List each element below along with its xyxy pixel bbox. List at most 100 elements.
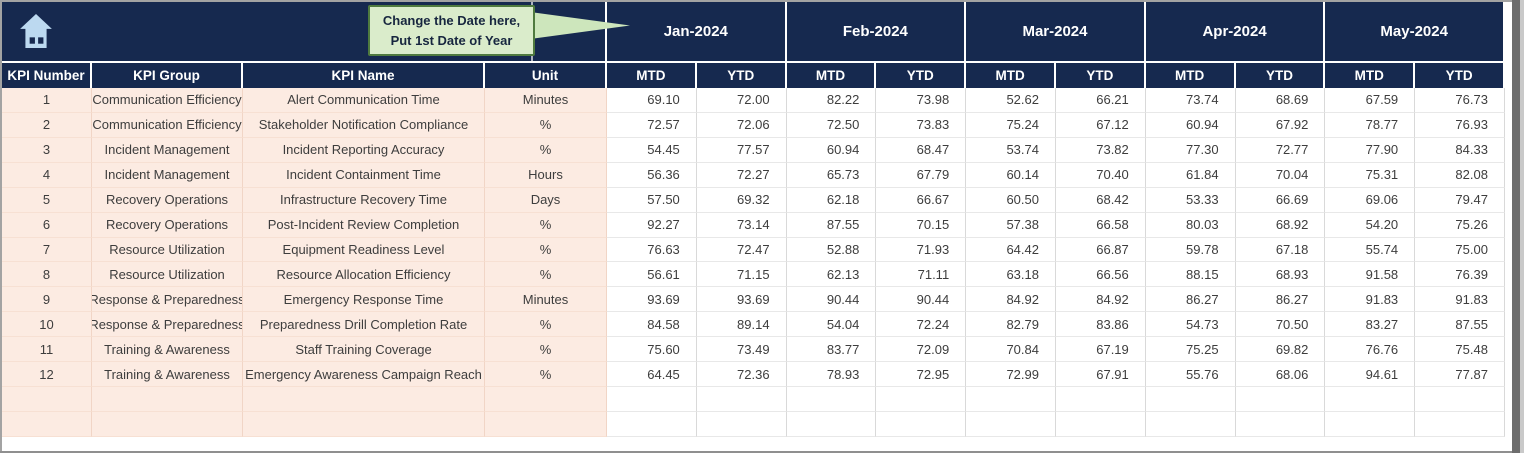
ytd-value-cell[interactable]: 91.83 (1415, 287, 1505, 313)
mtd-value-cell[interactable]: 62.13 (786, 262, 877, 288)
ytd-value-cell[interactable]: 82.08 (1415, 162, 1505, 188)
mtd-value-cell[interactable] (1325, 411, 1416, 437)
mtd-value-cell[interactable]: 63.18 (966, 262, 1056, 288)
ytd-value-cell[interactable]: 79.47 (1415, 187, 1505, 213)
ytd-value-cell[interactable]: 73.98 (876, 88, 967, 113)
ytd-value-cell[interactable]: 86.27 (1235, 287, 1326, 313)
mtd-value-cell[interactable]: 53.33 (1145, 187, 1236, 213)
mtd-value-cell[interactable]: 72.99 (966, 362, 1056, 388)
ytd-value-cell[interactable]: 73.49 (696, 337, 787, 363)
mtd-value-cell[interactable]: 80.03 (1145, 212, 1236, 238)
mtd-value-cell[interactable]: 53.74 (966, 137, 1056, 163)
ytd-value-cell[interactable]: 72.36 (696, 362, 787, 388)
mtd-value-cell[interactable]: 54.20 (1325, 212, 1416, 238)
kpi-number-cell[interactable]: 4 (2, 162, 92, 188)
mtd-value-cell[interactable]: 88.15 (1145, 262, 1236, 288)
mtd-value-cell[interactable]: 65.73 (786, 162, 877, 188)
ytd-value-cell[interactable]: 68.47 (876, 137, 967, 163)
ytd-value-cell[interactable]: 76.73 (1415, 88, 1505, 113)
mtd-value-cell[interactable]: 60.94 (786, 137, 877, 163)
ytd-value-cell[interactable]: 70.50 (1235, 312, 1326, 338)
ytd-value-cell[interactable]: 70.15 (876, 212, 967, 238)
kpi-number-cell[interactable]: 9 (2, 287, 92, 313)
mtd-value-cell[interactable]: 60.50 (966, 187, 1056, 213)
kpi-name-cell[interactable]: Emergency Response Time (243, 287, 485, 313)
ytd-value-cell[interactable]: 67.19 (1055, 337, 1146, 363)
mtd-value-cell[interactable] (607, 387, 697, 412)
kpi-number-cell[interactable]: 2 (2, 112, 92, 138)
mtd-value-cell[interactable]: 76.76 (1325, 337, 1416, 363)
kpi-group-cell[interactable]: Training & Awareness (92, 337, 243, 363)
kpi-group-cell[interactable]: Training & Awareness (92, 362, 243, 388)
mtd-value-cell[interactable]: 77.90 (1325, 137, 1416, 163)
mtd-value-cell[interactable]: 75.25 (1145, 337, 1236, 363)
kpi-name-cell[interactable] (243, 411, 485, 437)
unit-cell[interactable]: % (485, 262, 607, 288)
ytd-value-cell[interactable] (696, 411, 787, 437)
mtd-value-cell[interactable]: 75.24 (966, 112, 1056, 138)
mtd-value-cell[interactable]: 69.06 (1325, 187, 1416, 213)
mtd-value-cell[interactable]: 87.55 (786, 212, 877, 238)
kpi-number-cell[interactable] (2, 387, 92, 412)
kpi-number-cell[interactable]: 10 (2, 312, 92, 338)
home-icon[interactable] (18, 11, 54, 51)
mtd-value-cell[interactable]: 82.79 (966, 312, 1056, 338)
ytd-value-cell[interactable] (876, 387, 967, 412)
unit-cell[interactable]: % (485, 112, 607, 138)
ytd-value-cell[interactable]: 73.14 (696, 212, 787, 238)
mtd-value-cell[interactable]: 82.22 (786, 88, 877, 113)
mtd-value-cell[interactable]: 69.10 (607, 88, 697, 113)
kpi-name-cell[interactable]: Staff Training Coverage (243, 337, 485, 363)
kpi-name-cell[interactable]: Incident Containment Time (243, 162, 485, 188)
ytd-value-cell[interactable]: 68.06 (1235, 362, 1326, 388)
ytd-value-cell[interactable]: 69.82 (1235, 337, 1326, 363)
mtd-value-cell[interactable]: 86.27 (1145, 287, 1236, 313)
mtd-value-cell[interactable]: 73.74 (1145, 88, 1236, 113)
ytd-value-cell[interactable]: 77.57 (696, 137, 787, 163)
ytd-value-cell[interactable]: 67.79 (876, 162, 967, 188)
ytd-value-cell[interactable]: 87.55 (1415, 312, 1505, 338)
month-header-4[interactable]: Apr-2024 (1146, 2, 1326, 61)
ytd-value-cell[interactable] (1055, 387, 1146, 412)
unit-cell[interactable]: Minutes (485, 88, 607, 113)
month-header-1[interactable]: Jan-2024 (607, 2, 787, 61)
unit-cell[interactable]: % (485, 312, 607, 338)
mtd-value-cell[interactable]: 55.74 (1325, 237, 1416, 263)
kpi-name-cell[interactable]: Resource Allocation Efficiency (243, 262, 485, 288)
mtd-value-cell[interactable]: 62.18 (786, 187, 877, 213)
mtd-value-cell[interactable]: 84.58 (607, 312, 697, 338)
kpi-name-cell[interactable]: Equipment Readiness Level (243, 237, 485, 263)
ytd-value-cell[interactable]: 72.24 (876, 312, 967, 338)
mtd-value-cell[interactable]: 54.45 (607, 137, 697, 163)
ytd-value-cell[interactable] (1415, 387, 1505, 412)
ytd-value-cell[interactable]: 67.12 (1055, 112, 1146, 138)
kpi-group-cell[interactable]: Resource Utilization (92, 262, 243, 288)
mtd-value-cell[interactable]: 59.78 (1145, 237, 1236, 263)
unit-cell[interactable]: Hours (485, 162, 607, 188)
ytd-value-cell[interactable]: 77.87 (1415, 362, 1505, 388)
ytd-value-cell[interactable]: 75.48 (1415, 337, 1505, 363)
mtd-value-cell[interactable]: 75.31 (1325, 162, 1416, 188)
mtd-value-cell[interactable] (786, 387, 877, 412)
unit-cell[interactable] (485, 387, 607, 412)
kpi-name-cell[interactable]: Stakeholder Notification Compliance (243, 112, 485, 138)
kpi-group-cell[interactable] (92, 387, 243, 412)
mtd-value-cell[interactable]: 57.50 (607, 187, 697, 213)
ytd-value-cell[interactable]: 71.93 (876, 237, 967, 263)
ytd-value-cell[interactable] (876, 411, 967, 437)
mtd-value-cell[interactable]: 52.88 (786, 237, 877, 263)
ytd-value-cell[interactable]: 72.95 (876, 362, 967, 388)
kpi-number-cell[interactable]: 8 (2, 262, 92, 288)
kpi-name-cell[interactable]: Infrastructure Recovery Time (243, 187, 485, 213)
kpi-group-cell[interactable]: Recovery Operations (92, 187, 243, 213)
ytd-value-cell[interactable]: 67.91 (1055, 362, 1146, 388)
unit-cell[interactable]: % (485, 237, 607, 263)
ytd-value-cell[interactable] (1235, 411, 1326, 437)
kpi-number-cell[interactable]: 11 (2, 337, 92, 363)
mtd-value-cell[interactable]: 67.59 (1325, 88, 1416, 113)
mtd-value-cell[interactable]: 91.83 (1325, 287, 1416, 313)
ytd-value-cell[interactable]: 68.42 (1055, 187, 1146, 213)
ytd-value-cell[interactable]: 66.67 (876, 187, 967, 213)
mtd-value-cell[interactable]: 52.62 (966, 88, 1056, 113)
mtd-value-cell[interactable]: 64.45 (607, 362, 697, 388)
